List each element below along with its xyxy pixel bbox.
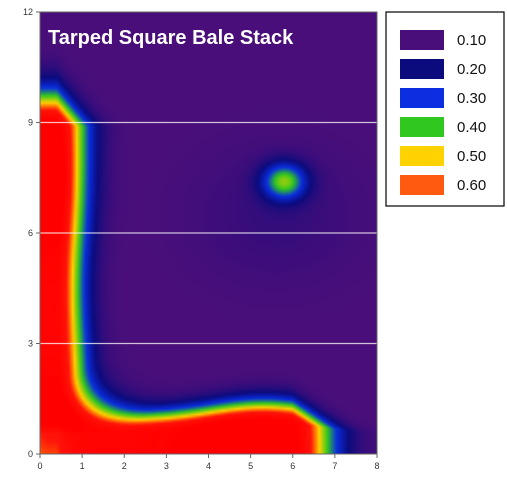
y-tick-label-12: 12 xyxy=(23,7,33,17)
legend-swatch-0.30 xyxy=(400,88,444,108)
x-tick-label-2: 2 xyxy=(122,461,127,471)
legend-swatch-0.20 xyxy=(400,59,444,79)
legend-swatch-0.60 xyxy=(400,175,444,195)
x-tick-label-5: 5 xyxy=(248,461,253,471)
legend-swatch-0.40 xyxy=(400,117,444,137)
x-tick-label-8: 8 xyxy=(374,461,379,471)
legend-label-0.30: 0.30 xyxy=(457,90,486,107)
legend-swatch-0.10 xyxy=(400,30,444,50)
x-tick-label-6: 6 xyxy=(290,461,295,471)
x-tick-label-4: 4 xyxy=(206,461,211,471)
legend: 0.10 0.20 0.30 0.40 0.50 0.60 xyxy=(385,11,505,207)
x-tick-label-1: 1 xyxy=(80,461,85,471)
plot-area: Tarped Square Bale Stack xyxy=(39,11,378,455)
chart-title: Tarped Square Bale Stack xyxy=(48,27,294,49)
legend-swatch-0.50 xyxy=(400,146,444,166)
gridlines xyxy=(40,121,377,345)
legend-label-0.20: 0.20 xyxy=(457,61,486,78)
y-tick-label-6: 6 xyxy=(28,228,33,238)
legend-label-0.60: 0.60 xyxy=(457,177,486,194)
y-tick-label-3: 3 xyxy=(28,339,33,349)
y-tick-label-0: 0 xyxy=(28,449,33,459)
x-tick-label-3: 3 xyxy=(164,461,169,471)
x-tick-label-0: 0 xyxy=(37,461,42,471)
legend-label-0.10: 0.10 xyxy=(457,32,486,49)
y-tick-label-9: 9 xyxy=(28,118,33,128)
legend-label-0.50: 0.50 xyxy=(457,148,486,165)
legend-label-0.40: 0.40 xyxy=(457,119,486,136)
x-tick-label-7: 7 xyxy=(332,461,337,471)
